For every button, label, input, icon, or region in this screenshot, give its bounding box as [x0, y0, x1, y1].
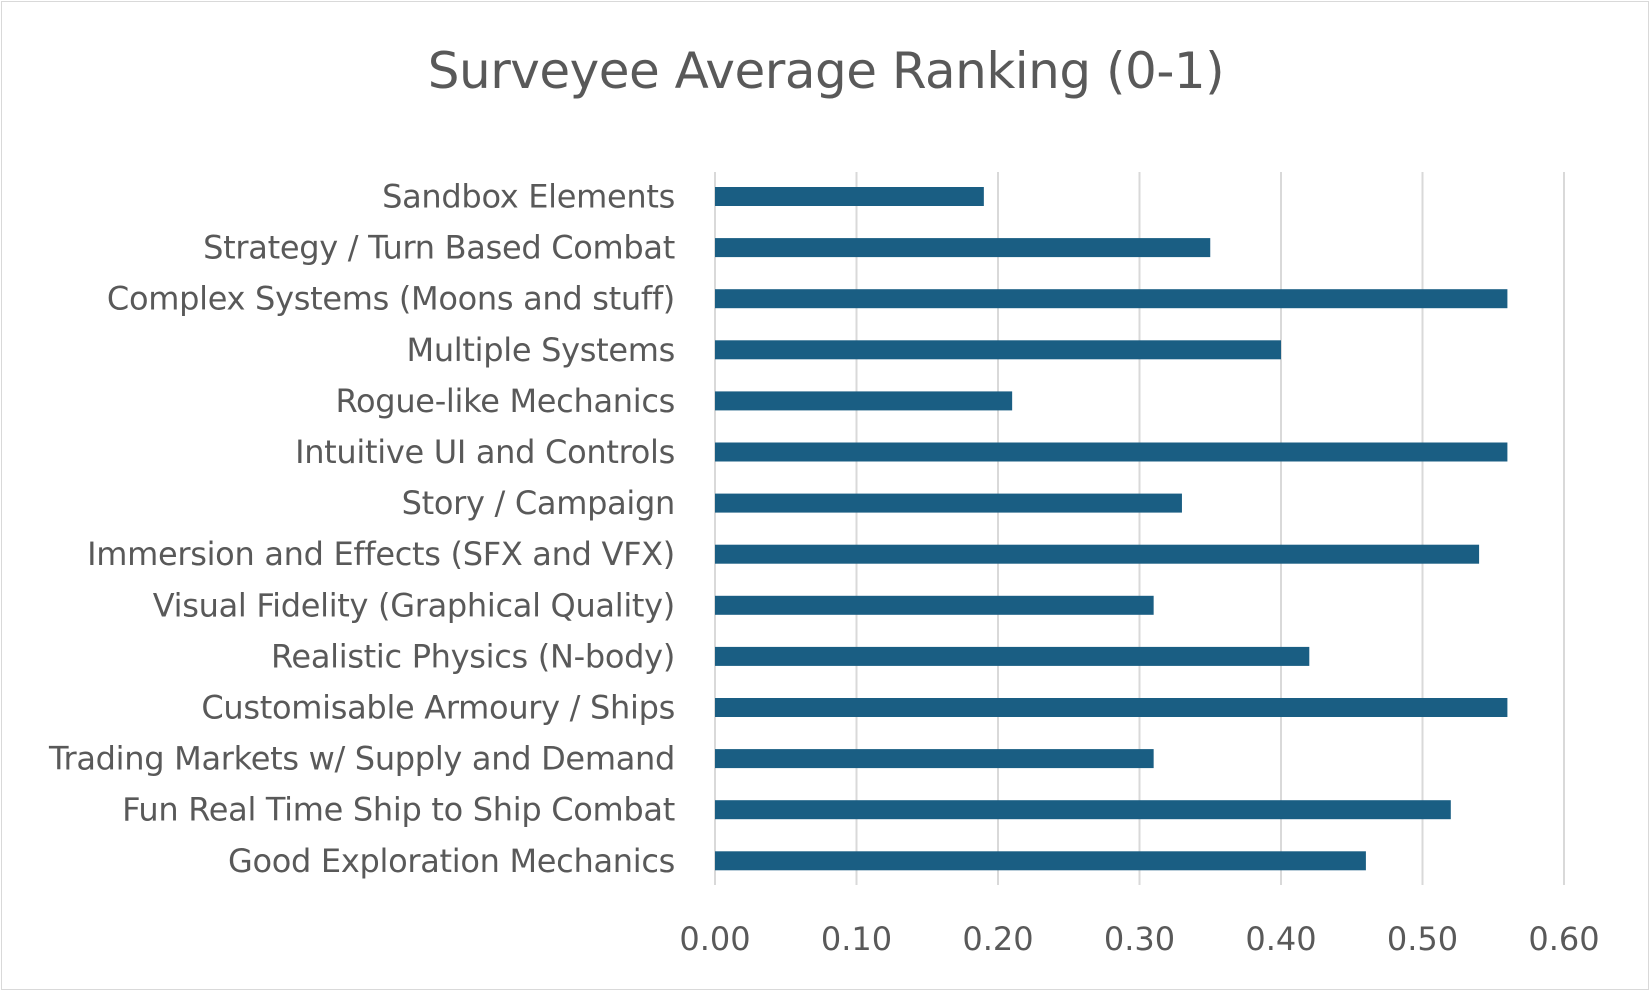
category-label: Customisable Armoury / Ships	[201, 689, 675, 727]
bar	[715, 289, 1508, 309]
x-tick-label: 0.20	[962, 920, 1033, 958]
bar	[715, 238, 1211, 258]
category-label: Complex Systems (Moons and stuff)	[107, 280, 675, 318]
x-tick-label: 0.50	[1387, 920, 1458, 958]
bar	[715, 187, 984, 206]
bar	[715, 851, 1366, 871]
category-label: Rogue-like Mechanics	[336, 382, 675, 420]
category-labels: Sandbox Elements Strategy / Turn Based Co…	[48, 178, 675, 880]
bar	[715, 646, 1310, 666]
category-label: Story / Campaign	[402, 484, 675, 522]
x-tick-label: 0.00	[679, 920, 750, 958]
bar	[715, 749, 1154, 769]
category-label: Trading Markets w/ Supply and Demand	[48, 740, 675, 778]
category-label: Good Exploration Mechanics	[228, 842, 675, 880]
x-tick-label: 0.60	[1528, 920, 1599, 958]
bar	[715, 698, 1508, 717]
bar	[715, 340, 1281, 360]
gridlines	[714, 172, 1565, 885]
bar	[715, 442, 1508, 462]
bars	[715, 187, 1508, 871]
x-tick-label: 0.40	[1245, 920, 1316, 958]
category-label: Intuitive UI and Controls	[295, 433, 675, 471]
bar	[715, 800, 1451, 820]
bar	[715, 493, 1182, 513]
category-label: Immersion and Effects (SFX and VFX)	[87, 535, 675, 573]
x-axis-tick-labels: 0.00 0.10 0.20 0.30 0.40 0.50 0.60	[679, 920, 1599, 958]
category-label: Fun Real Time Ship to Ship Combat	[122, 791, 675, 829]
category-label: Visual Fidelity (Graphical Quality)	[153, 586, 675, 624]
bar	[715, 595, 1154, 615]
bar	[715, 544, 1480, 564]
bar	[715, 391, 1013, 411]
x-tick-label: 0.10	[821, 920, 892, 958]
category-label: Sandbox Elements	[382, 178, 675, 216]
x-tick-label: 0.30	[1104, 920, 1175, 958]
category-label: Strategy / Turn Based Combat	[203, 229, 675, 267]
chart-title: Surveyee Average Ranking (0-1)	[427, 42, 1225, 100]
category-label: Multiple Systems	[407, 331, 675, 369]
category-label: Realistic Physics (N-body)	[271, 637, 675, 675]
